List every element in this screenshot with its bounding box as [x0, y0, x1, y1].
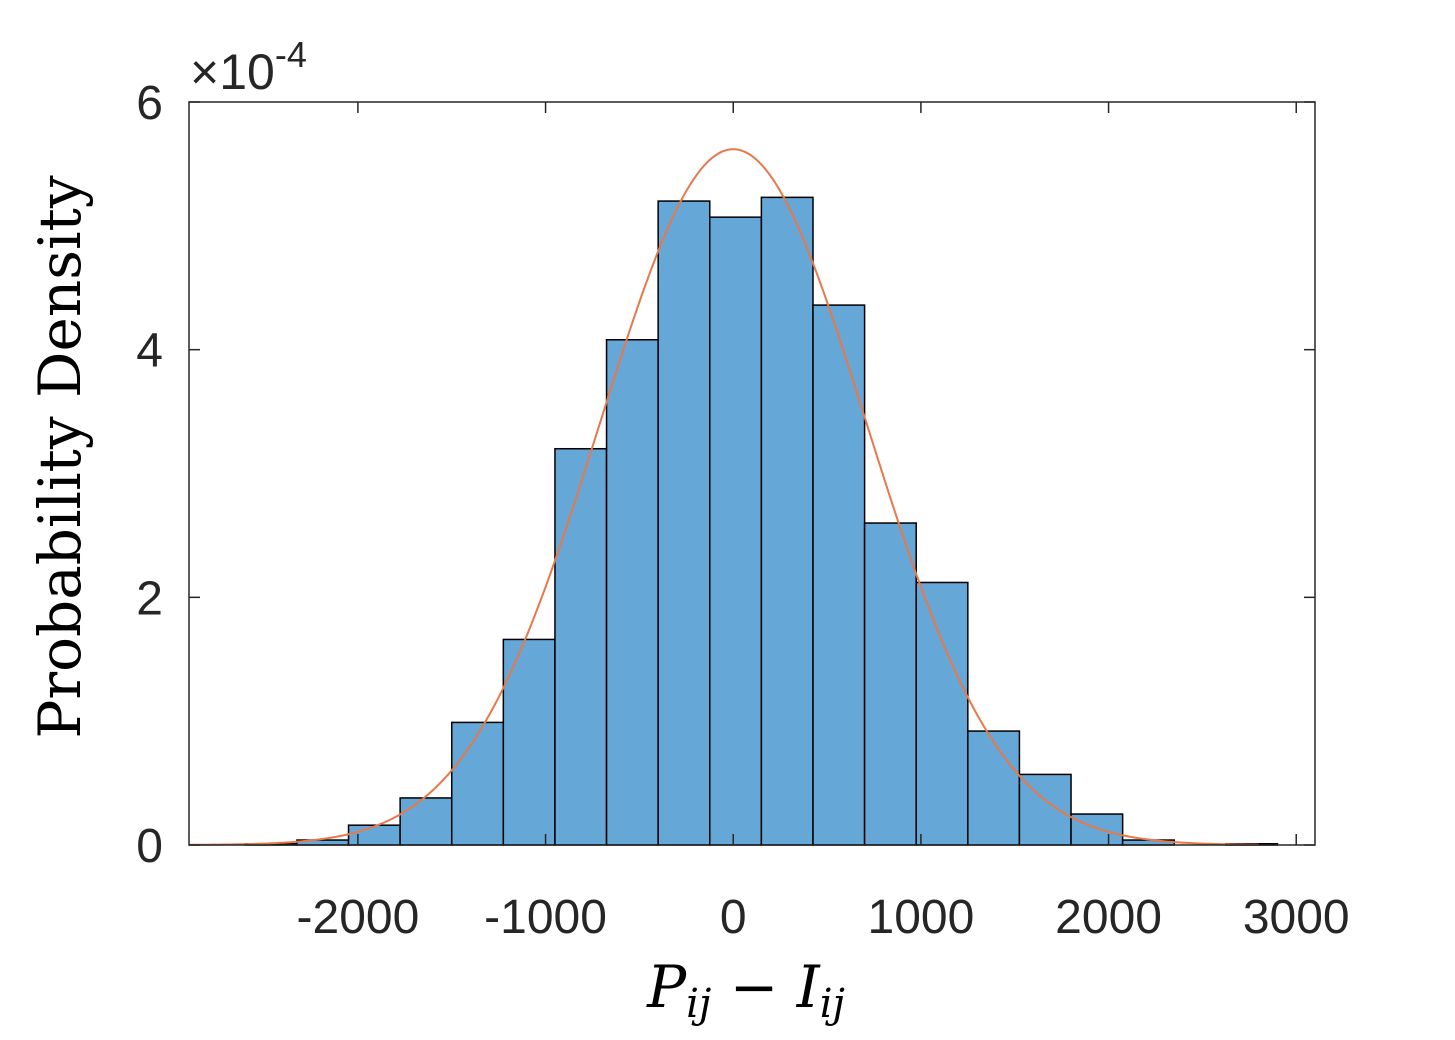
histogram-bar	[657, 200, 711, 846]
normal-fit-curve	[188, 148, 1259, 846]
x-tick-label: 1000	[868, 891, 975, 944]
y-tick-labels: 0 2 4 6	[136, 77, 163, 873]
histogram-bar	[605, 339, 659, 846]
histogram-bar	[760, 196, 814, 846]
x-tick-label: 3000	[1243, 891, 1350, 944]
x-axis-title: Pij − Iij	[646, 953, 845, 1027]
x-tick-label: -1000	[484, 891, 607, 944]
histogram-bar	[967, 730, 1021, 846]
histogram-bar	[450, 721, 505, 846]
y-scale-exponent-label: ×10-4	[190, 34, 307, 100]
histogram-bar	[709, 216, 763, 846]
histogram-bars	[244, 196, 1279, 846]
y-tick-label: 0	[136, 820, 163, 873]
x-tick-label: 2000	[1055, 891, 1162, 944]
histogram-bar	[399, 797, 453, 846]
histogram-bar	[347, 824, 401, 846]
x-tick-label: -2000	[297, 891, 420, 944]
y-tick-label: 6	[136, 77, 163, 130]
y-axis-title: Probability Density	[26, 175, 94, 738]
histogram-bar	[554, 447, 608, 846]
y-tick-label: 4	[136, 325, 163, 378]
y-tick-label: 2	[136, 572, 163, 625]
histogram-bar	[502, 638, 556, 846]
histogram-bar	[915, 581, 969, 846]
x-tick-labels: -2000 -1000 0 1000 2000 3000	[297, 891, 1350, 944]
x-tick-label: 0	[720, 891, 747, 944]
histogram-bar	[863, 522, 917, 846]
axes-box	[188, 101, 1316, 846]
histogram-bar	[812, 304, 866, 846]
histogram-bar	[1070, 813, 1124, 846]
axis-ticks	[189, 101, 1315, 846]
